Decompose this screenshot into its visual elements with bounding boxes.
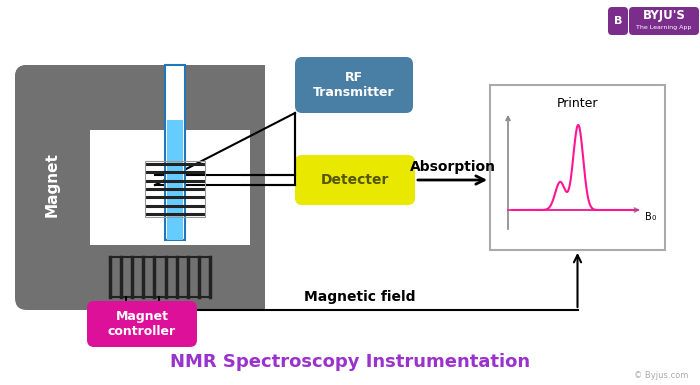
Bar [90, 130, 250, 245]
Text: Magnet: Magnet [45, 152, 60, 218]
FancyBboxPatch shape [185, 230, 265, 310]
Text: BYJU'S: BYJU'S [643, 8, 685, 22]
Bar [185, 145, 265, 230]
Bar [145, 161, 205, 217]
FancyBboxPatch shape [15, 245, 250, 310]
FancyBboxPatch shape [629, 7, 699, 35]
Bar [185, 65, 265, 145]
Text: Magnetic field: Magnetic field [304, 290, 416, 304]
Text: Detecter: Detecter [321, 173, 389, 187]
FancyBboxPatch shape [15, 65, 250, 130]
Text: 0: 0 [652, 215, 657, 221]
Text: The Learning App: The Learning App [636, 25, 692, 30]
Bar [90, 131, 245, 243]
Text: B: B [645, 212, 652, 222]
Text: Absorption: Absorption [410, 160, 496, 174]
Text: © Byjus.com: © Byjus.com [634, 371, 688, 380]
FancyBboxPatch shape [15, 65, 90, 305]
Bar [185, 230, 265, 310]
Bar [490, 85, 665, 250]
Text: RF
Transmitter: RF Transmitter [313, 71, 395, 99]
Bar [165, 65, 185, 240]
FancyBboxPatch shape [185, 65, 265, 145]
Text: Printer: Printer [556, 97, 598, 110]
FancyBboxPatch shape [608, 7, 628, 35]
Text: B: B [614, 16, 622, 26]
Bar [167, 120, 183, 240]
Bar [200, 130, 250, 245]
FancyBboxPatch shape [295, 57, 413, 113]
FancyBboxPatch shape [87, 301, 197, 347]
Bar [92, 132, 242, 242]
FancyBboxPatch shape [295, 155, 415, 205]
Text: NMR Spectroscopy Instrumentation: NMR Spectroscopy Instrumentation [170, 353, 530, 371]
Text: Magnet
controller: Magnet controller [108, 310, 176, 338]
